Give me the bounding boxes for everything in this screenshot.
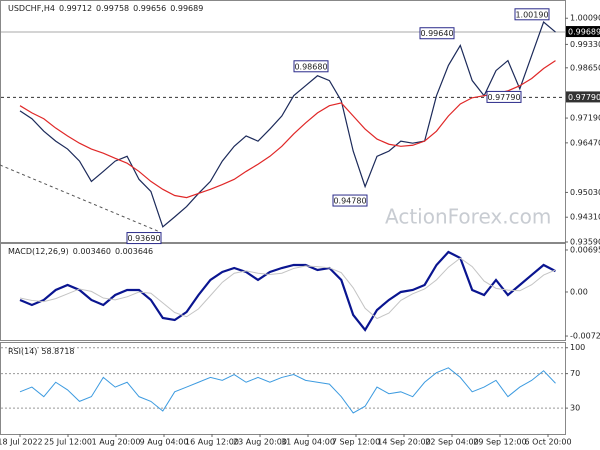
panel-title-text: RSI(14) bbox=[8, 347, 37, 356]
x-tick-label: 9 Aug 04:00 bbox=[140, 438, 189, 447]
readout-value: 0.99712 bbox=[59, 4, 92, 13]
rsi-panel bbox=[0, 342, 566, 435]
series-line bbox=[19, 367, 556, 414]
panel-title: USDCHF,H4 0.99712 0.99758 0.99656 0.99689 bbox=[8, 4, 203, 13]
x-tick-label: 25 Jul 12:00 bbox=[44, 438, 92, 447]
readout-value: 0.003646 bbox=[115, 247, 153, 256]
watermark: ActionForex.com bbox=[385, 205, 551, 229]
price-tag bbox=[566, 26, 600, 38]
y-tick-label: 0.97190 bbox=[570, 114, 600, 123]
annotation-box bbox=[126, 232, 162, 245]
annotation-box bbox=[514, 8, 550, 21]
y-tick-label: 30 bbox=[570, 404, 580, 413]
y-tick-label: 0.98650 bbox=[570, 63, 600, 72]
series-line bbox=[19, 21, 556, 228]
macd-panel bbox=[0, 243, 566, 341]
price-tag bbox=[566, 91, 600, 103]
annotation-label: 0.98680 bbox=[294, 62, 327, 71]
readout-value: 0.99689 bbox=[170, 4, 203, 13]
x-tick-label: 31 Aug 04:00 bbox=[281, 438, 335, 447]
series-line bbox=[19, 60, 556, 199]
y-tick-label: 0.99330 bbox=[570, 40, 600, 49]
panel-title: RSI(14) 58.8718 bbox=[8, 347, 75, 356]
annotation-box bbox=[332, 194, 368, 207]
readout-value: 0.003460 bbox=[73, 247, 111, 256]
y-tick-label: 70 bbox=[570, 369, 580, 378]
annotation-label: 0.93690 bbox=[127, 234, 160, 243]
y-tick-label: 0.95030 bbox=[570, 188, 600, 197]
y-tick-label: 0.94310 bbox=[570, 213, 600, 222]
readout-value: 0.99656 bbox=[133, 4, 166, 13]
series-line bbox=[19, 257, 556, 320]
x-tick-label: 6 Oct 20:00 bbox=[524, 438, 571, 447]
panel-title-text: MACD(12,26,9) bbox=[8, 247, 69, 256]
readout-value: 58.8718 bbox=[41, 347, 74, 356]
y-tick-label: 0.006954 bbox=[570, 245, 600, 254]
y-tick-label: -0.007294 bbox=[570, 332, 600, 341]
x-tick-label: 22 Sep 04:00 bbox=[425, 438, 478, 447]
y-tick-label: 100 bbox=[570, 343, 585, 352]
annotation-label: 0.94780 bbox=[333, 197, 366, 206]
readout-value: 0.99758 bbox=[96, 4, 129, 13]
x-tick-label: 1 Aug 20:00 bbox=[92, 438, 141, 447]
x-tick-label: 29 Sep 12:00 bbox=[473, 438, 526, 447]
x-tick-label: 7 Sep 12:00 bbox=[332, 438, 380, 447]
annotation-box bbox=[293, 60, 329, 73]
annotation-label: 0.97790 bbox=[487, 93, 520, 102]
x-tick-label: 18 Jul 2022 bbox=[0, 438, 43, 447]
x-tick-label: 14 Sep 20:00 bbox=[377, 438, 430, 447]
y-tick-label: 0.96470 bbox=[570, 138, 600, 147]
panel-title: MACD(12,26,9) 0.003460 0.003646 bbox=[8, 247, 153, 256]
panel-title-text: USDCHF,H4 bbox=[8, 4, 55, 13]
annotation-label: 1.00190 bbox=[515, 10, 548, 19]
y-tick-label: 0.00 bbox=[570, 287, 588, 296]
annotation-label: 0.99640 bbox=[420, 29, 453, 38]
trend-line bbox=[0, 164, 161, 233]
annotation-box bbox=[419, 27, 455, 40]
series-line bbox=[19, 250, 557, 332]
x-tick-label: 23 Aug 20:00 bbox=[233, 438, 287, 447]
y-tick-label: 1.00090 bbox=[570, 14, 600, 23]
price-tag-label: 0.99689 bbox=[568, 28, 600, 37]
annotation-box bbox=[486, 90, 522, 103]
main-panel bbox=[0, 0, 566, 243]
x-tick-label: 16 Aug 12:00 bbox=[185, 438, 239, 447]
y-tick-label: 0.93590 bbox=[570, 238, 600, 247]
price-tag-label: 0.97790 bbox=[568, 93, 600, 102]
